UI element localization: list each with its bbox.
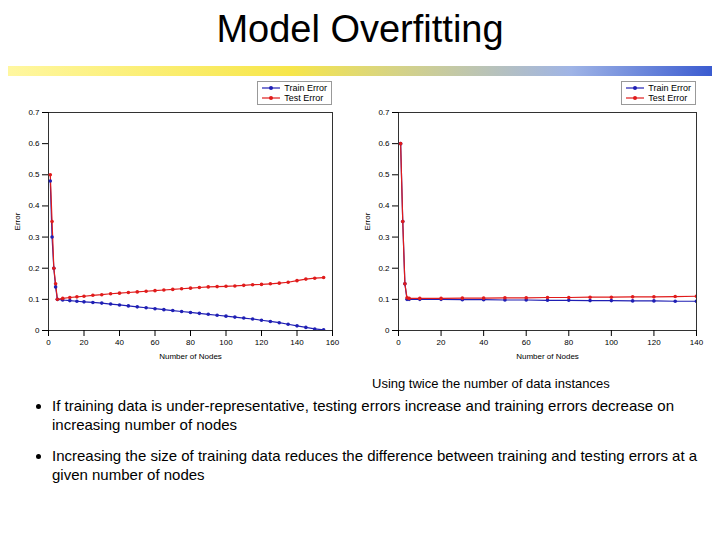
svg-text:140: 140 — [690, 338, 704, 347]
svg-text:Error: Error — [363, 212, 372, 230]
svg-text:0.7: 0.7 — [378, 108, 390, 117]
svg-text:120: 120 — [255, 338, 269, 347]
html-text:Train Error: Train Error — [648, 83, 691, 93]
svg-text:0: 0 — [35, 326, 40, 335]
svg-text:Error: Error — [13, 212, 22, 230]
svg-text:0.7: 0.7 — [28, 108, 40, 117]
svg-text:80: 80 — [186, 338, 195, 347]
svg-text:0.2: 0.2 — [378, 264, 390, 273]
html-text:Test Error: Test Error — [648, 93, 688, 103]
svg-text:0.2: 0.2 — [28, 264, 40, 273]
svg-text:80: 80 — [564, 338, 573, 347]
html-text:If training data is under-repr: If training data is under-representative… — [52, 397, 674, 433]
html-text:Using twice the number of data: Using twice the number of data instances — [372, 376, 610, 391]
html-text:Test Error: Test Error — [284, 93, 324, 103]
svg-text:100: 100 — [219, 338, 233, 347]
svg-text:140: 140 — [290, 338, 304, 347]
svg-text:Number of Nodes: Number of Nodes — [159, 352, 222, 361]
svg-text:0.4: 0.4 — [28, 201, 40, 210]
html-text:Model Overfitting: Model Overfitting — [216, 8, 504, 50]
svg-text:60: 60 — [151, 338, 160, 347]
svg-text:Number of Nodes: Number of Nodes — [516, 352, 579, 361]
svg-text:20: 20 — [437, 338, 446, 347]
svg-text:0.6: 0.6 — [378, 139, 390, 148]
html-text:Train Error: Train Error — [284, 83, 327, 93]
svg-text:0: 0 — [46, 338, 51, 347]
svg-text:40: 40 — [115, 338, 124, 347]
svg-text:40: 40 — [479, 338, 488, 347]
svg-text:0.5: 0.5 — [28, 170, 40, 179]
svg-text:120: 120 — [647, 338, 661, 347]
svg-text:60: 60 — [522, 338, 531, 347]
html-text:Increasing the size of trainin: Increasing the size of training data red… — [52, 447, 698, 483]
svg-text:0: 0 — [396, 338, 401, 347]
svg-text:0.3: 0.3 — [378, 233, 390, 242]
svg-text:0.1: 0.1 — [378, 295, 390, 304]
svg-text:0.4: 0.4 — [378, 201, 390, 210]
svg-text:20: 20 — [80, 338, 89, 347]
svg-text:0: 0 — [385, 326, 390, 335]
svg-text:0.5: 0.5 — [378, 170, 390, 179]
svg-text:0.1: 0.1 — [28, 295, 40, 304]
svg-text:0.6: 0.6 — [28, 139, 40, 148]
svg-text:160: 160 — [326, 338, 340, 347]
svg-text:0.3: 0.3 — [28, 233, 40, 242]
svg-text:100: 100 — [605, 338, 619, 347]
